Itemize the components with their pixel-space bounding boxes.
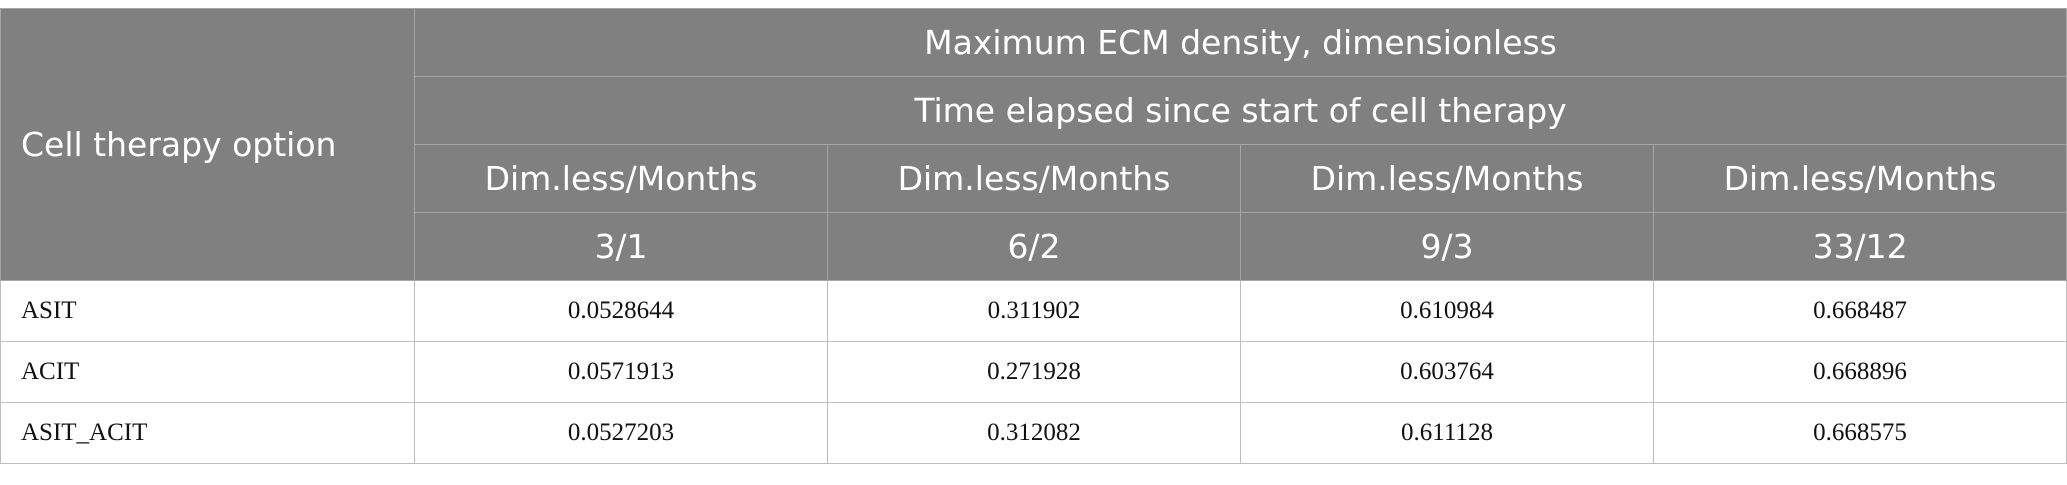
row-label: ASIT	[0, 280, 415, 342]
cell: 0.668487	[1652, 280, 2067, 342]
data-table: Cell therapy option Maximum ECM density,…	[0, 8, 2067, 464]
cell: 0.312082	[827, 402, 1241, 464]
cell: 0.0528644	[414, 280, 828, 342]
table-row: ASIT 0.0528644 0.311902 0.610984 0.668487	[0, 280, 2067, 342]
cell: 0.311902	[827, 280, 1241, 342]
header-subtitle: Time elapsed since start of cell therapy	[413, 76, 2067, 145]
header-row: Cell therapy option Maximum ECM density,…	[0, 8, 2067, 281]
table-body: ASIT 0.0528644 0.311902 0.610984 0.668487 ACI…	[0, 280, 2067, 464]
column-unit: Dim.less/Months	[1652, 144, 2067, 213]
column-unit: Dim.less/Months	[827, 144, 1241, 213]
header-row: Time elapsed since start of cell therapy	[1, 76, 2067, 145]
cell: 0.0571913	[414, 341, 828, 403]
row-label-header: Cell therapy option	[0, 8, 415, 281]
cell: 0.668896	[1652, 341, 2067, 403]
row-label: ASIT_ACIT	[0, 402, 415, 464]
column-value: 6/2	[827, 212, 1241, 281]
column-value: 3/1	[414, 212, 828, 281]
cell: 0.603764	[1240, 341, 1654, 403]
header-title: Maximum ECM density, dimensionless	[413, 8, 2067, 77]
cell: 0.0527203	[414, 402, 828, 464]
header-row: Dim.less/Months Dim.less/Months Dim.less/M…	[1, 144, 2067, 213]
table-row: ACIT 0.0571913 0.271928 0.603764 0.668896	[0, 341, 2067, 403]
table-header: Cell therapy option Maximum ECM density,…	[0, 8, 2067, 281]
column-unit: Dim.less/Months	[414, 144, 828, 213]
header-row: 3/1 6/2 9/3 33/12	[1, 212, 2067, 281]
column-value: 33/12	[1652, 212, 2067, 281]
cell: 0.611128	[1240, 402, 1654, 464]
row-label: ACIT	[0, 341, 415, 403]
table-row: ASIT_ACIT 0.0527203 0.312082 0.611128 0.6685…	[0, 402, 2067, 464]
cell: 0.610984	[1240, 280, 1654, 342]
column-value: 9/3	[1240, 212, 1654, 281]
cell: 0.271928	[827, 341, 1241, 403]
column-unit: Dim.less/Months	[1240, 144, 1654, 213]
cell: 0.668575	[1652, 402, 2067, 464]
